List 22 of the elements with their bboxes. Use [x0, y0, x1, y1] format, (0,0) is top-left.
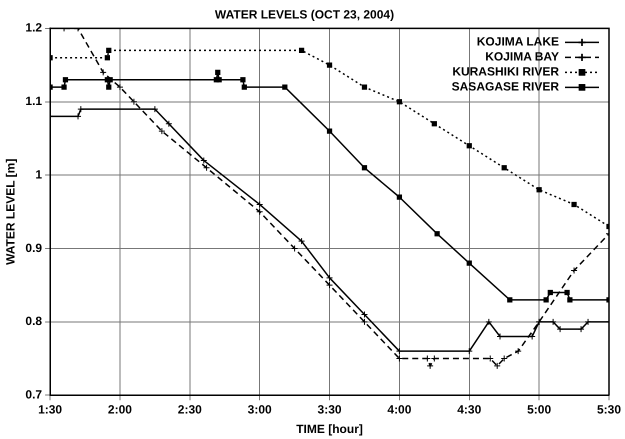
- chart-title: WATER LEVELS (OCT 23, 2004): [214, 8, 394, 22]
- x-tick-label: 1:30: [38, 402, 62, 417]
- y-tick-label: 0.7: [25, 388, 42, 402]
- x-tick-label: 5:30: [596, 402, 622, 417]
- legend-label: KOJIMA BAY: [485, 50, 559, 64]
- y-tick-label: 1: [35, 167, 42, 182]
- x-axis-title: TIME [hour]: [296, 422, 363, 436]
- x-tick-label: 3:30: [318, 402, 342, 417]
- y-axis-title: WATER LEVEL [m]: [4, 158, 18, 265]
- legend-label: SASAGASE RIVER: [452, 80, 560, 94]
- x-tick-label: 2:00: [108, 402, 132, 417]
- x-tick-label: 5:00: [527, 402, 552, 417]
- x-tick-label: 2:30: [178, 402, 202, 417]
- x-tick-label: 4:00: [387, 402, 412, 417]
- x-tick-label: 3:00: [248, 402, 272, 417]
- legend-label: KURASHIKI RIVER: [452, 64, 560, 79]
- y-tick-label: 1.2: [25, 20, 42, 35]
- y-tick-label: 0.8: [25, 314, 42, 328]
- x-tick-label: 4:30: [457, 402, 482, 417]
- legend-label: KOJIMA LAKE: [476, 34, 559, 49]
- y-tick-label: 0.9: [25, 240, 42, 255]
- y-tick-label: 1.1: [25, 94, 42, 108]
